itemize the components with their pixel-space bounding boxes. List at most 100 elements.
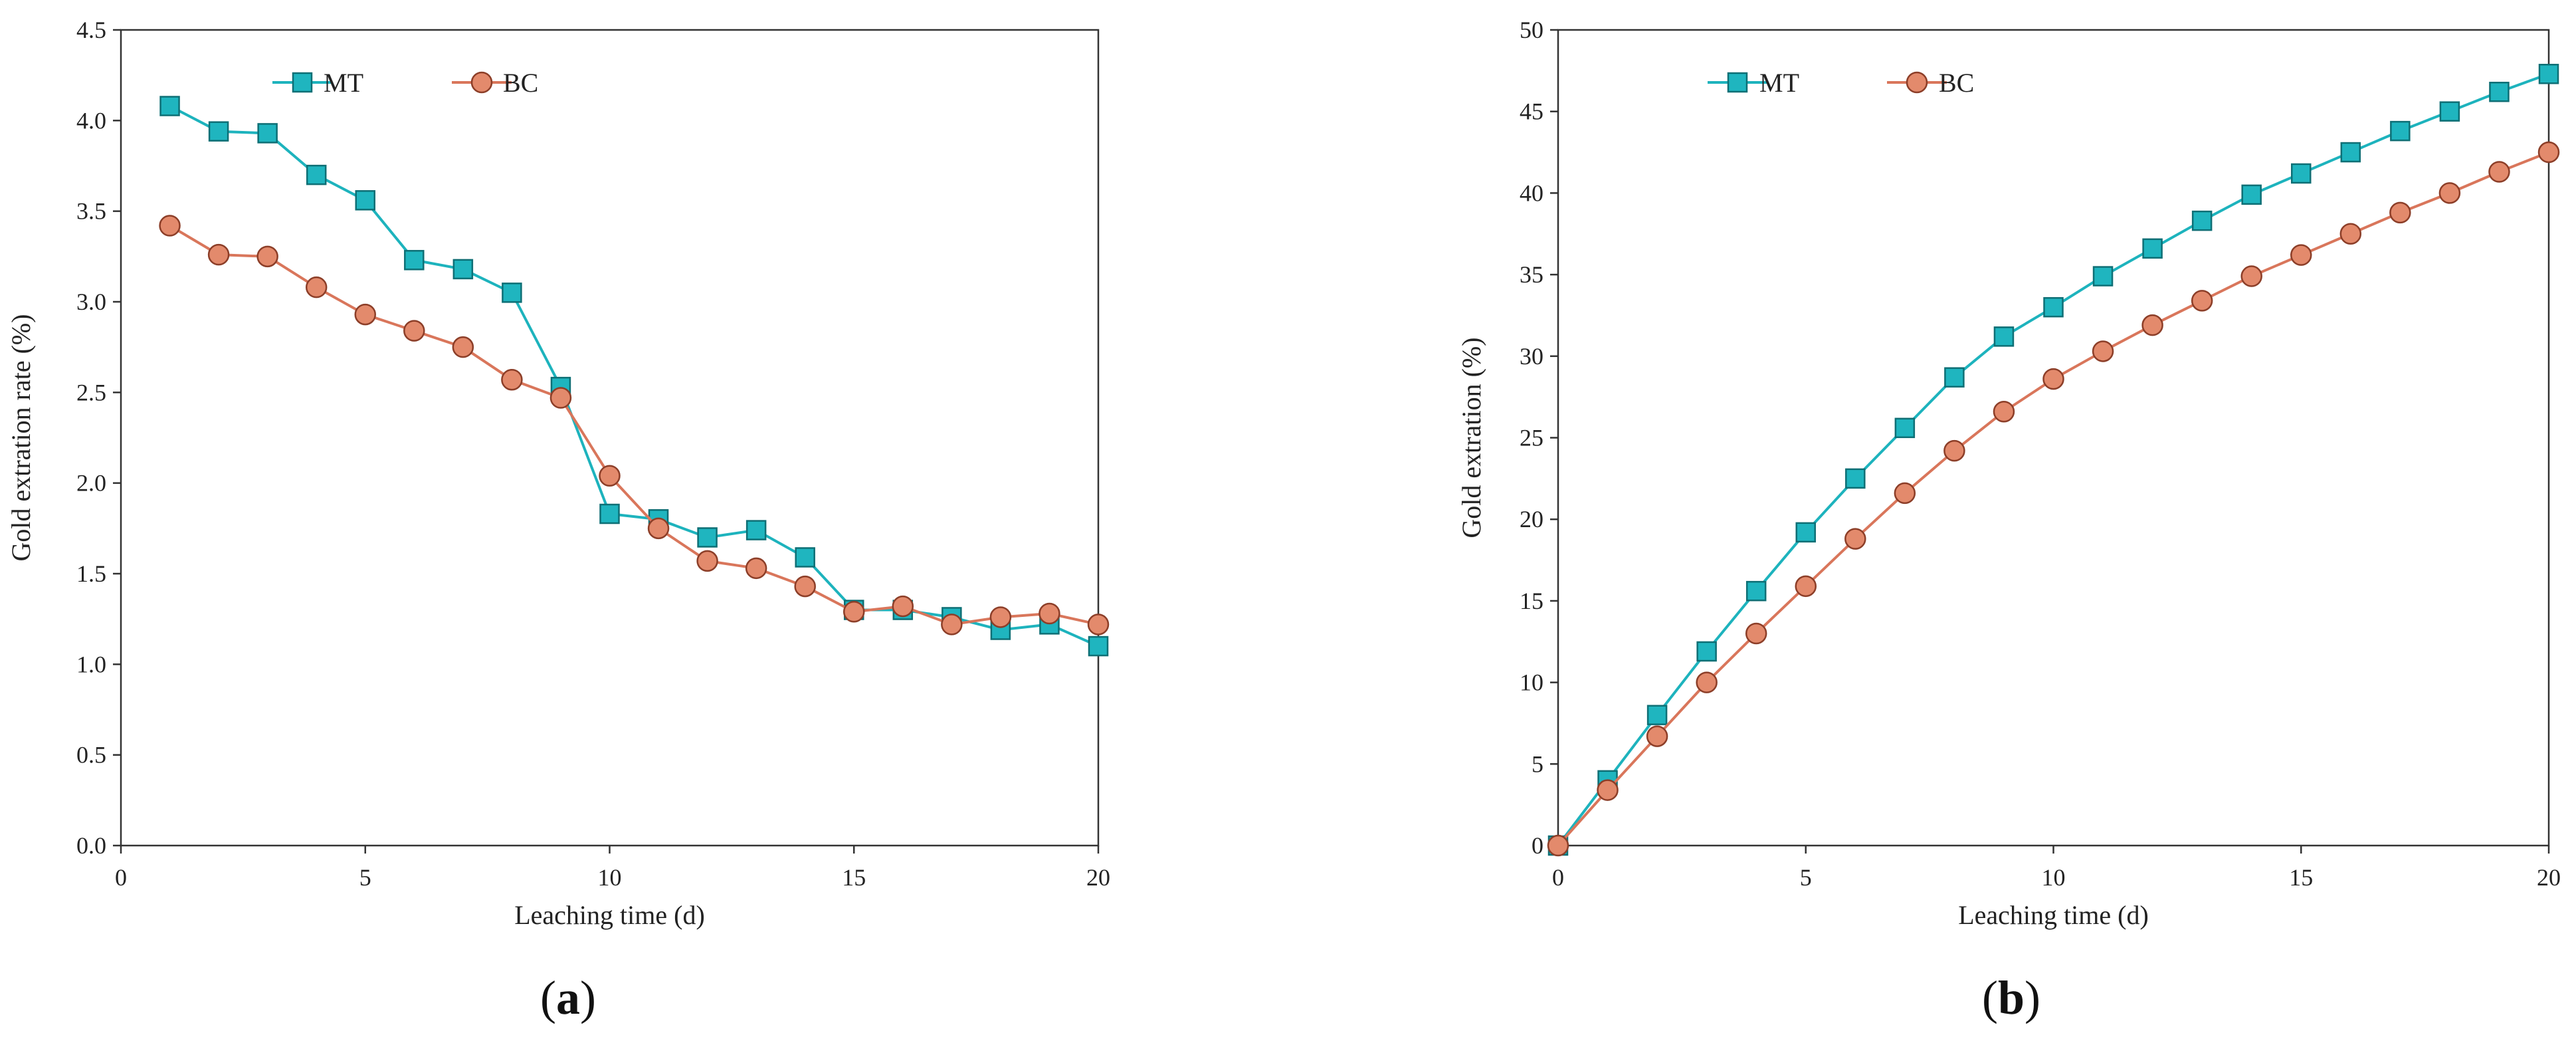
data-point-bc	[159, 215, 181, 237]
data-point-bc	[941, 614, 963, 635]
data-point-mt	[1696, 641, 1717, 662]
data-point-bc	[843, 601, 865, 623]
data-point-mt	[208, 121, 229, 142]
y-tick-label: 30	[1520, 343, 1543, 370]
data-point-bc	[696, 550, 718, 572]
data-point-bc	[1795, 575, 1817, 598]
y-tick-label: 0	[1532, 832, 1543, 859]
data-point-mt	[1944, 367, 1965, 388]
data-point-bc	[549, 387, 572, 409]
data-point-bc	[2042, 368, 2064, 390]
data-point-bc	[403, 320, 425, 342]
x-tick-label: 5	[1800, 864, 1812, 891]
data-point-bc	[354, 303, 376, 326]
y-tick-label: 20	[1520, 506, 1543, 532]
panel-a-chart: 0 5 10 15 20 0.0 0.5 1.0 1.5 2.0 2.5 3.0 3.5 4.0 4.5 Le…	[6, 17, 1110, 1024]
y-tick-label: 2.5	[76, 379, 106, 405]
data-point-bc	[989, 606, 1012, 628]
data-point-bc	[647, 517, 670, 540]
data-point-bc	[2290, 244, 2312, 266]
legend-marker-bc	[470, 71, 493, 94]
data-point-bc	[2389, 201, 2411, 224]
data-point-mt	[2142, 238, 2163, 259]
y-tick-label: 0.5	[76, 742, 106, 768]
data-point-mt	[257, 123, 278, 144]
panel-label: (a)	[540, 971, 596, 1024]
y-tick-label: 3.5	[76, 198, 106, 225]
data-point-mt	[452, 259, 474, 280]
data-point-mt	[2538, 64, 2559, 84]
data-point-bc	[1943, 439, 1965, 462]
data-point-mt	[2489, 82, 2510, 102]
y-tick-label: 45	[1520, 98, 1543, 125]
data-point-mt	[795, 547, 815, 568]
legend-marker-mt	[292, 72, 313, 93]
data-point-mt	[1745, 580, 1767, 602]
data-point-mt	[2241, 184, 2262, 205]
y-tick-label: 25	[1520, 425, 1543, 451]
data-point-mt	[502, 283, 522, 303]
x-tick-label: 15	[2289, 864, 2313, 891]
y-tick-label: 3.0	[76, 288, 106, 315]
legend-label-mt: MT	[324, 68, 363, 98]
data-point-bc	[1039, 602, 1060, 625]
y-tick-label: 10	[1520, 669, 1543, 696]
data-point-mt	[2291, 163, 2312, 184]
data-point-mt	[2191, 210, 2213, 231]
data-point-mt	[745, 520, 767, 540]
data-point-mt	[599, 503, 620, 524]
data-point-bc	[1993, 400, 2015, 423]
data-point-mt	[159, 96, 180, 116]
x-tick-label: 10	[598, 864, 622, 891]
y-tick-label: 4.5	[76, 17, 106, 43]
legend-label-bc: BC	[503, 68, 538, 98]
data-point-bc	[1646, 725, 1668, 747]
data-point-bc	[2339, 223, 2362, 245]
data-point-bc	[501, 368, 523, 391]
x-tick-label: 20	[2537, 864, 2561, 891]
data-point-mt	[2390, 120, 2411, 142]
data-point-bc	[1547, 834, 1569, 857]
y-tick-label: 50	[1520, 17, 1543, 43]
panel-label-letter: b	[1998, 971, 2025, 1024]
data-point-mt	[2340, 142, 2361, 163]
data-point-bc	[2488, 161, 2510, 183]
legend-marker-bc	[1906, 71, 1928, 94]
data-point-mt	[355, 190, 375, 211]
x-tick-label: 10	[2042, 864, 2066, 891]
data-point-bc	[256, 245, 278, 268]
panel-label-close-paren: )	[2025, 971, 2040, 1024]
data-point-bc	[207, 243, 230, 266]
data-point-mt	[2439, 101, 2460, 122]
data-point-bc	[1844, 528, 1866, 550]
data-point-mt	[306, 164, 327, 185]
data-point-mt	[1845, 468, 1866, 489]
data-point-mt	[697, 527, 718, 548]
y-tick-label: 0.0	[76, 832, 106, 859]
data-point-mt	[1795, 522, 1816, 543]
data-point-bc	[2141, 314, 2163, 336]
y-tick-label: 40	[1520, 179, 1543, 206]
data-point-bc	[892, 595, 914, 618]
data-point-bc	[599, 465, 621, 487]
data-point-bc	[1597, 779, 1619, 801]
x-tick-label: 20	[1086, 864, 1110, 891]
y-tick-label: 2.0	[76, 470, 106, 497]
x-tick-label: 15	[842, 864, 866, 891]
data-point-bc	[745, 557, 767, 580]
data-point-bc	[1696, 671, 1718, 693]
x-tick-label: 0	[1552, 864, 1564, 891]
series-line-bc	[1557, 151, 2549, 847]
y-axis-title: Gold extration (%)	[1456, 337, 1486, 538]
y-tick-label: 5	[1532, 750, 1543, 777]
data-point-mt	[404, 250, 425, 271]
y-axis-title: Gold extration rate (%)	[6, 314, 36, 561]
panel-label: (b)	[1982, 971, 2040, 1024]
panel-label-close-paren: )	[580, 971, 596, 1024]
y-tick-label: 1.5	[76, 560, 106, 587]
x-tick-label: 0	[115, 864, 127, 891]
data-point-bc	[2537, 141, 2560, 164]
data-point-bc	[1894, 482, 1916, 505]
data-point-bc	[1745, 622, 1767, 645]
